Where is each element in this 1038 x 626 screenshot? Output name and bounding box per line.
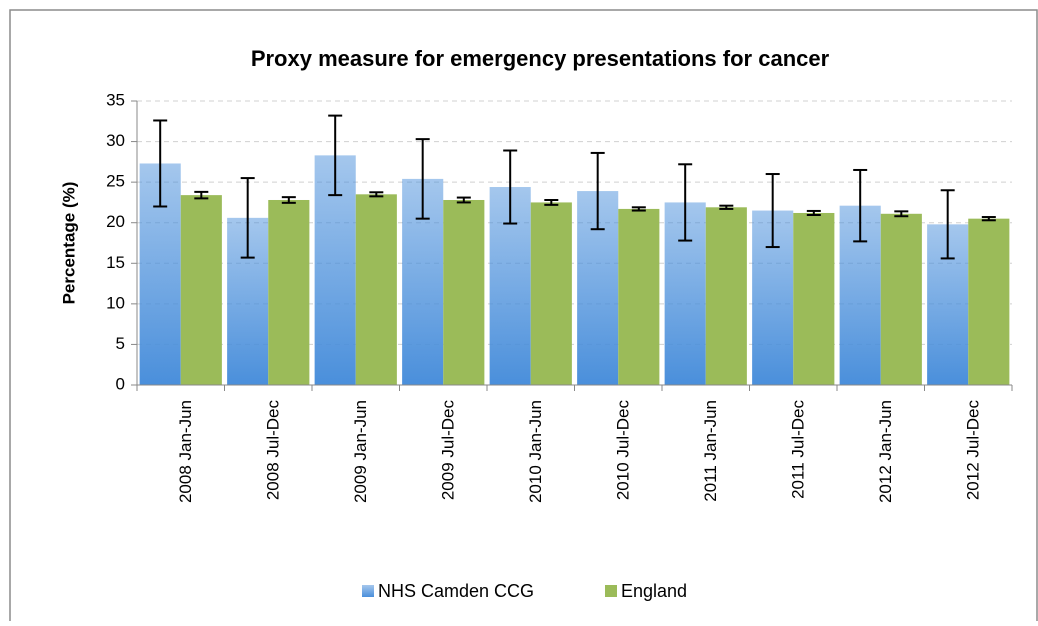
- error-bar: [456, 196, 471, 204]
- error-bar: [281, 196, 296, 204]
- y-tick-label: 35: [106, 90, 125, 109]
- bar: [705, 207, 747, 385]
- x-tick-label: 2011 Jan-Jun: [701, 400, 720, 502]
- y-tick-label: 25: [106, 172, 125, 191]
- error-bar: [328, 114, 343, 197]
- error-bar: [153, 119, 168, 208]
- error-bar: [369, 191, 384, 198]
- x-tick-label: 2012 Jan-Jun: [876, 400, 895, 503]
- bar: [268, 199, 310, 385]
- bar: [793, 212, 835, 385]
- x-tick-label: 2009 Jul-Dec: [439, 400, 458, 501]
- error-bar: [806, 209, 821, 217]
- error-bar: [240, 177, 255, 259]
- error-bar: [765, 173, 780, 249]
- bar: [443, 199, 485, 385]
- y-tick-label: 10: [106, 293, 125, 312]
- y-tick-label: 15: [106, 253, 125, 272]
- error-bar: [544, 198, 559, 206]
- error-bar: [853, 168, 868, 243]
- y-tick-label: 5: [116, 334, 125, 353]
- error-bar: [719, 204, 734, 210]
- error-bar: [940, 189, 955, 260]
- y-tick-label: 20: [106, 212, 125, 231]
- bar: [968, 218, 1010, 385]
- error-bar: [503, 149, 518, 225]
- bar: [530, 202, 572, 385]
- bar: [618, 208, 660, 385]
- x-tick-label: 2010 Jan-Jun: [526, 400, 545, 503]
- legend-swatch: [605, 585, 617, 597]
- x-tick-label: 2008 Jul-Dec: [264, 400, 283, 501]
- bar: [355, 194, 397, 385]
- error-bar: [631, 206, 646, 212]
- error-bar: [590, 151, 605, 231]
- chart-title: Proxy measure for emergency presentation…: [251, 46, 830, 71]
- error-bar: [194, 190, 209, 200]
- y-tick-label: 0: [116, 374, 125, 393]
- x-tick-label: 2008 Jan-Jun: [176, 400, 195, 503]
- error-bar: [981, 216, 996, 222]
- x-tick-label: 2009 Jan-Jun: [351, 400, 370, 503]
- bar: [880, 213, 922, 385]
- y-axis-label: Percentage (%): [59, 182, 78, 305]
- x-tick-label: 2011 Jul-Dec: [789, 400, 808, 499]
- error-bar: [415, 138, 430, 220]
- bar: [180, 195, 222, 385]
- x-tick-label: 2010 Jul-Dec: [614, 400, 633, 501]
- y-tick-label: 30: [106, 131, 125, 150]
- legend-label: NHS Camden CCG: [378, 581, 534, 601]
- error-bar: [678, 163, 693, 242]
- legend-label: England: [621, 581, 687, 601]
- legend-swatch: [362, 585, 374, 597]
- x-tick-label: 2012 Jul-Dec: [964, 400, 983, 501]
- error-bar: [894, 210, 909, 218]
